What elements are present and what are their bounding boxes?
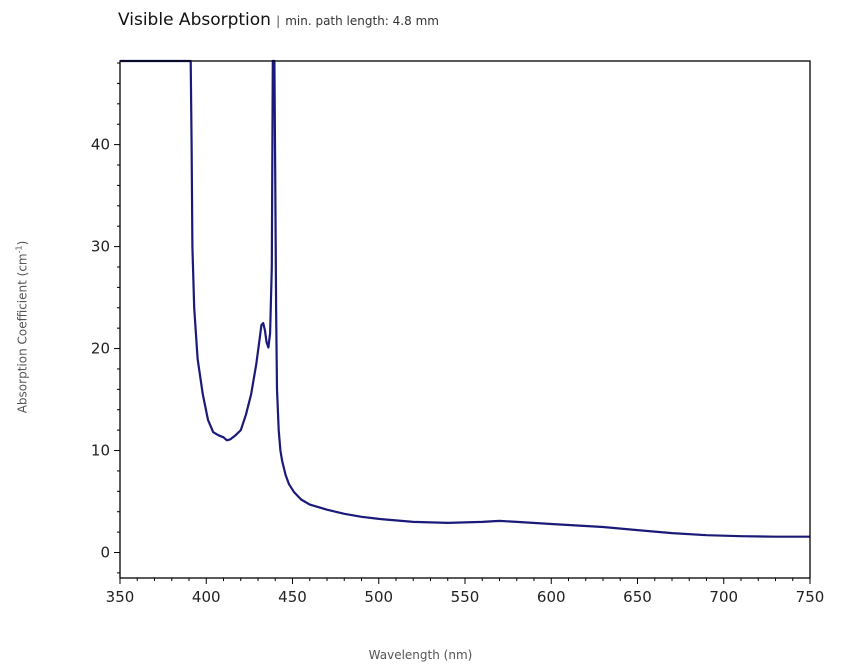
plot-frame: [119, 60, 811, 579]
y-tick-label: 30: [91, 238, 110, 256]
y-axis-label-sup: -1: [14, 245, 24, 254]
axis-ticks: [114, 62, 811, 584]
y-tick-label: 0: [100, 544, 110, 562]
y-tick-label: 10: [91, 442, 110, 460]
tick-labels: 350 400 450 500 550 600 650 700 750 0 10 20 30 40: [91, 136, 824, 606]
x-tick-label: 450: [278, 588, 307, 606]
x-tick-label: 500: [364, 588, 393, 606]
x-tick-label: 700: [709, 588, 738, 606]
y-axis-label: Absorption Coefficient (cm-1): [15, 241, 30, 414]
y-tick-label: 40: [91, 136, 110, 154]
x-tick-label: 750: [796, 588, 825, 606]
x-tick-label: 350: [106, 588, 135, 606]
x-tick-label: 550: [451, 588, 480, 606]
y-tick-label: 20: [91, 340, 110, 358]
chart-title-separator: |: [276, 14, 281, 28]
y-axis-label-tail: ): [15, 240, 30, 246]
chart-title: Visible Absorption: [118, 10, 271, 30]
chart-title-block: Visible Absorption | min. path length: 4…: [118, 10, 439, 30]
y-axis-label-base: Absorption Coefficient (cm: [15, 253, 30, 414]
chart-subtitle: min. path length: 4.8 mm: [285, 14, 439, 28]
x-tick-label: 650: [623, 588, 652, 606]
x-axis-label: Wavelength (nm): [368, 648, 473, 662]
x-tick-label: 600: [537, 588, 566, 606]
series-line: [120, 59, 810, 538]
absorption-chart: 350 400 450 500 550 600 650 700 750 0 10 20 30 40: [91, 59, 824, 606]
x-tick-label: 400: [192, 588, 221, 606]
